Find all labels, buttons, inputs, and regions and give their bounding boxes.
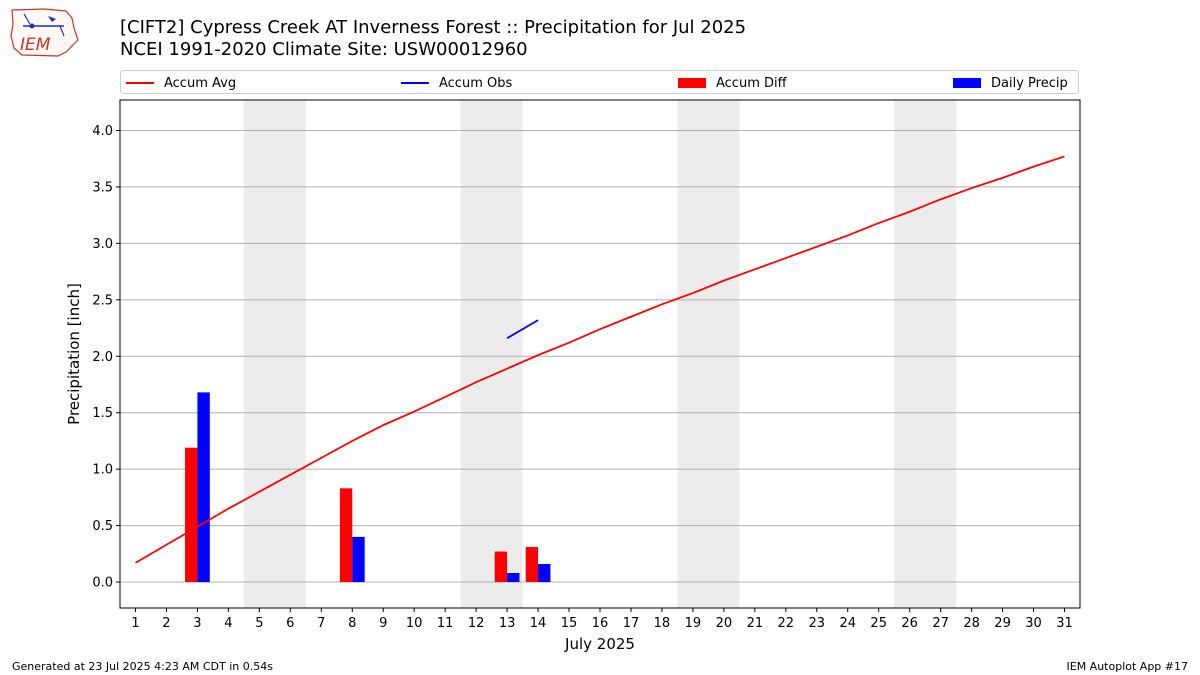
x-tick-label: 11 <box>437 616 454 631</box>
x-tick-label: 18 <box>654 616 671 631</box>
bar-daily-precip <box>352 536 365 583</box>
line-accum-avg <box>135 155 1065 564</box>
bar-series <box>185 392 551 583</box>
legend-item-accum-obs: Accum Obs <box>401 74 512 92</box>
legend-item-daily-precip: Daily Precip <box>953 74 1068 92</box>
line-accum-obs <box>506 319 539 339</box>
x-tick-label: 5 <box>255 616 263 631</box>
legend-item-accum-diff: Accum Diff <box>678 74 787 92</box>
legend-label-accum-obs: Accum Obs <box>439 75 513 91</box>
x-axis-label: July 2025 <box>564 635 635 653</box>
iem-logo: IEM <box>8 6 80 58</box>
x-tick-label: 6 <box>286 616 294 631</box>
x-tick-label: 28 <box>963 616 980 631</box>
x-tick-label: 12 <box>468 616 485 631</box>
weekend-shade-band <box>460 100 523 608</box>
x-tick-label: 8 <box>348 616 356 631</box>
y-tick-label: 3.5 <box>92 180 113 195</box>
x-tick-label: 13 <box>499 616 516 631</box>
x-tick-label: 24 <box>839 616 856 631</box>
grid-lines <box>120 129 1080 583</box>
x-tick-label: 7 <box>317 616 325 631</box>
weekend-shade-band <box>677 100 740 608</box>
y-tick-label: 0.0 <box>92 576 113 591</box>
x-tick-label: 10 <box>406 616 423 631</box>
y-tick-label: 3.0 <box>92 237 113 252</box>
logo-text: IEM <box>20 35 51 55</box>
y-axis-label: Precipitation [inch] <box>65 283 83 425</box>
x-tick-label: 23 <box>809 616 826 631</box>
legend-swatch-daily-precip <box>953 78 981 88</box>
bar-daily-precip <box>507 573 520 583</box>
bar-accum-diff <box>339 488 353 583</box>
legend-item-accum-avg: Accum Avg <box>126 74 236 92</box>
x-tick-label: 4 <box>224 616 232 631</box>
x-tick-label: 2 <box>162 616 170 631</box>
legend-label-daily-precip: Daily Precip <box>991 75 1068 91</box>
x-tick-label: 3 <box>193 616 201 631</box>
x-tick-label: 29 <box>994 616 1011 631</box>
x-tick-label: 9 <box>379 616 387 631</box>
legend-label-accum-diff: Accum Diff <box>716 75 787 91</box>
y-tick-label: 0.5 <box>92 519 113 534</box>
app-credit: IEM Autoplot App #17 <box>1066 660 1189 673</box>
axis-ticks: 0.00.51.01.52.02.53.03.54.01 2 3 4 5 6 7 8 9 10 11… <box>92 124 1072 631</box>
x-tick-label: 21 <box>747 616 764 631</box>
bar-accum-diff <box>525 547 539 583</box>
y-tick-label: 2.5 <box>92 293 113 308</box>
bar-accum-diff <box>185 447 198 583</box>
x-tick-label: 19 <box>685 616 702 631</box>
bar-daily-precip <box>197 392 210 583</box>
x-tick-label: 26 <box>901 616 918 631</box>
chart-legend: Accum Avg Accum Obs Accum Diff Daily Pre… <box>120 70 1079 94</box>
y-tick-label: 4.0 <box>92 124 113 139</box>
legend-swatch-accum-obs <box>401 82 429 84</box>
x-tick-label: 14 <box>530 616 547 631</box>
bar-accum-diff <box>494 551 508 583</box>
plot-frame <box>119 99 1081 609</box>
generated-timestamp: Generated at 23 Jul 2025 4:23 AM CDT in … <box>12 660 273 673</box>
legend-label-accum-avg: Accum Avg <box>164 75 237 91</box>
line-series <box>135 155 1065 564</box>
legend-swatch-accum-diff <box>678 78 706 88</box>
x-tick-label: 1 <box>131 616 139 631</box>
y-tick-label: 2.0 <box>92 350 113 365</box>
weekend-shading <box>243 100 957 608</box>
x-tick-label: 20 <box>716 616 733 631</box>
weekend-shade-band <box>894 100 957 608</box>
weekend-shade-band <box>243 100 306 608</box>
x-tick-label: 27 <box>932 616 949 631</box>
x-tick-label: 15 <box>561 616 578 631</box>
chart-title: [CIFT2] Cypress Creek AT Inverness Fores… <box>120 17 747 38</box>
x-tick-label: 16 <box>592 616 609 631</box>
chart-subtitle: NCEI 1991-2020 Climate Site: USW00012960 <box>120 39 528 60</box>
x-tick-label: 25 <box>870 616 887 631</box>
legend-swatch-accum-avg <box>126 82 154 84</box>
x-tick-label: 31 <box>1056 616 1073 631</box>
x-tick-label: 17 <box>623 616 640 631</box>
x-tick-label: 22 <box>778 616 795 631</box>
y-tick-label: 1.0 <box>92 463 113 478</box>
y-tick-label: 1.5 <box>92 406 113 421</box>
x-tick-label: 30 <box>1025 616 1042 631</box>
bar-daily-precip <box>538 563 551 583</box>
